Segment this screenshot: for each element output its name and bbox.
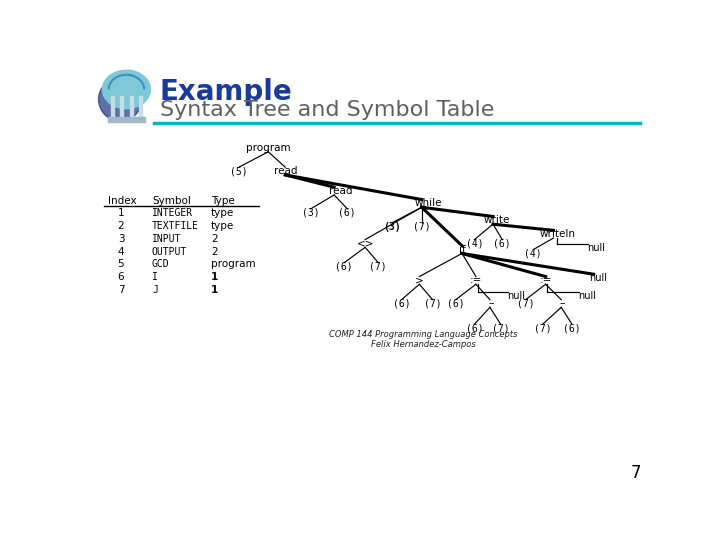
Text: null: null xyxy=(589,273,607,283)
Text: I: I xyxy=(152,272,158,282)
Text: 1: 1 xyxy=(211,285,218,295)
Text: (6): (6) xyxy=(392,299,410,308)
Text: (6): (6) xyxy=(338,208,356,218)
Text: program: program xyxy=(211,259,256,269)
Text: <>: <> xyxy=(356,239,374,248)
Text: 2: 2 xyxy=(117,221,125,231)
Text: (7): (7) xyxy=(534,323,552,333)
Text: while: while xyxy=(414,198,441,208)
Text: (6): (6) xyxy=(493,239,511,248)
Text: (5): (5) xyxy=(230,166,248,176)
Text: COMP 144 Programming Language Concepts
Felix Hernandez-Campos: COMP 144 Programming Language Concepts F… xyxy=(329,330,518,349)
Text: null: null xyxy=(579,291,597,301)
Text: 2: 2 xyxy=(211,234,217,244)
Ellipse shape xyxy=(102,70,150,109)
Text: Syntax Tree and Symbol Table: Syntax Tree and Symbol Table xyxy=(160,100,494,120)
Text: null: null xyxy=(587,243,605,253)
Text: (7): (7) xyxy=(492,323,510,333)
Text: (3): (3) xyxy=(384,221,401,232)
Text: 2: 2 xyxy=(211,247,217,256)
Text: Type: Type xyxy=(211,196,235,206)
Text: (7): (7) xyxy=(413,221,431,232)
Text: 3: 3 xyxy=(117,234,125,244)
Text: (3): (3) xyxy=(302,208,320,218)
Text: (6): (6) xyxy=(447,299,464,308)
Text: Symbol: Symbol xyxy=(152,196,191,206)
Text: –: – xyxy=(560,299,566,308)
Text: 1: 1 xyxy=(211,272,218,282)
Text: (6): (6) xyxy=(336,261,353,272)
Text: Example: Example xyxy=(160,78,292,106)
Text: 4: 4 xyxy=(117,247,125,256)
Text: GCD: GCD xyxy=(152,259,170,269)
Bar xyxy=(111,96,114,119)
Text: 1: 1 xyxy=(117,208,125,218)
Text: 6: 6 xyxy=(117,272,125,282)
Text: (4): (4) xyxy=(524,248,542,259)
Text: (7): (7) xyxy=(424,299,441,308)
Bar xyxy=(139,96,142,119)
Text: >: > xyxy=(415,275,424,286)
Text: null: null xyxy=(508,291,526,301)
Text: read: read xyxy=(328,186,352,196)
Text: TEXTFILE: TEXTFILE xyxy=(152,221,199,231)
Text: (6): (6) xyxy=(563,323,581,333)
Text: (4): (4) xyxy=(466,239,483,248)
Text: –: – xyxy=(489,299,494,308)
Text: J: J xyxy=(152,285,158,295)
Text: INPUT: INPUT xyxy=(152,234,181,244)
Text: read: read xyxy=(274,166,297,176)
Text: (7): (7) xyxy=(369,261,387,272)
Bar xyxy=(120,96,123,119)
Text: INTEGER: INTEGER xyxy=(152,208,193,218)
Text: type: type xyxy=(211,221,234,231)
Text: 5: 5 xyxy=(117,259,125,269)
Bar xyxy=(130,96,132,119)
Text: writeln: writeln xyxy=(539,229,575,239)
Text: OUTPUT: OUTPUT xyxy=(152,247,187,256)
Text: Index: Index xyxy=(108,196,137,206)
Text: 7: 7 xyxy=(630,464,641,482)
Bar xyxy=(108,117,145,122)
Text: if: if xyxy=(459,245,465,254)
Text: type: type xyxy=(211,208,234,218)
Text: write: write xyxy=(484,215,510,225)
Text: :=: := xyxy=(539,275,552,286)
Text: 7: 7 xyxy=(117,285,125,295)
Text: :=: := xyxy=(469,275,482,286)
Text: (7): (7) xyxy=(517,299,534,308)
Circle shape xyxy=(99,78,142,121)
Text: (6): (6) xyxy=(466,323,483,333)
Text: program: program xyxy=(246,143,291,153)
